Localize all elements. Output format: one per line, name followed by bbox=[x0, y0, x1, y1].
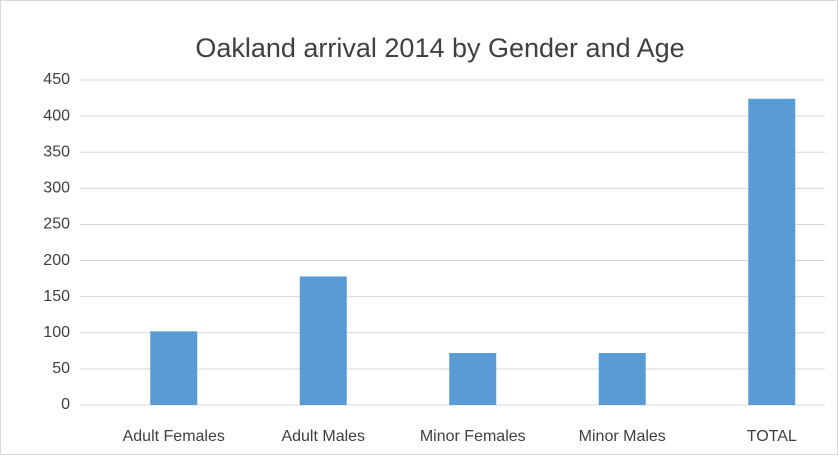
y-tick-label: 0 bbox=[61, 396, 70, 413]
x-tick-label: Adult Males bbox=[281, 428, 365, 445]
y-tick-label: 400 bbox=[43, 107, 70, 124]
x-tick-label: Minor Females bbox=[420, 428, 526, 445]
bar bbox=[598, 353, 646, 405]
x-tick-label: TOTAL bbox=[747, 428, 797, 445]
x-tick-label: Minor Males bbox=[579, 428, 666, 445]
chart-title: Oakland arrival 2014 by Gender and Age bbox=[195, 33, 684, 63]
bar bbox=[150, 331, 198, 405]
y-tick-label: 200 bbox=[43, 252, 70, 269]
bar bbox=[748, 98, 796, 406]
y-tick-label: 450 bbox=[43, 71, 70, 88]
bar bbox=[449, 353, 497, 405]
y-tick-label: 350 bbox=[43, 143, 70, 160]
y-tick-label: 100 bbox=[43, 324, 70, 341]
y-tick-label: 150 bbox=[43, 288, 70, 305]
y-tick-label: 250 bbox=[43, 216, 70, 233]
x-tick-label: Adult Females bbox=[123, 428, 225, 445]
bar bbox=[299, 276, 347, 405]
y-tick-label: 50 bbox=[52, 360, 70, 377]
y-tick-label: 300 bbox=[43, 180, 70, 197]
